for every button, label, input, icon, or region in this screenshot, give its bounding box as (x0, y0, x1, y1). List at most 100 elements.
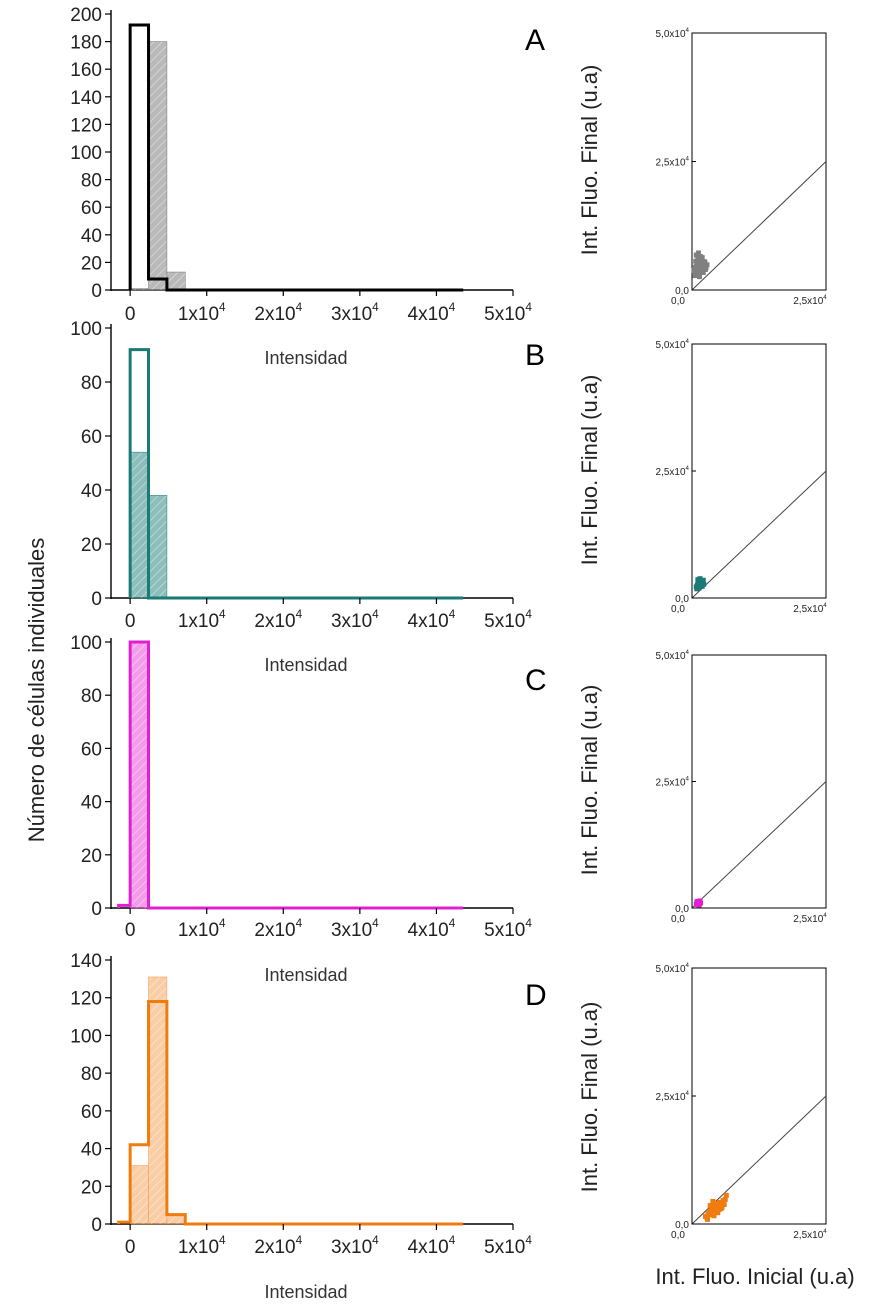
histogram-bar (148, 976, 168, 1225)
y-tick-label: 140 (70, 951, 102, 972)
y-tick-label: 40 (81, 226, 102, 247)
scatter-frame (691, 32, 827, 291)
x-axis-title: Intensidad (264, 1282, 347, 1302)
x-tick-label: 2,5x104 (793, 1228, 827, 1241)
histogram-outline (117, 999, 464, 1226)
scatter-point (711, 1213, 717, 1219)
scatter-point (722, 1196, 728, 1202)
y-tick-label: 2,5x104 (656, 465, 690, 478)
histogram-panel-D: 0 20 40 60 80 100 120 140 0 1x104 2x104 3x104 4x104 5… (70, 951, 546, 1302)
scatter-point (701, 259, 707, 265)
histogram-bar (129, 641, 149, 909)
scatter-point (723, 1192, 729, 1198)
histogram-bar (148, 495, 168, 599)
scatter-point (695, 900, 701, 906)
y-tick-label: 0,0 (675, 594, 689, 605)
scatter-point (699, 583, 705, 589)
scatter-point (716, 1201, 722, 1207)
y-tick-label: 5,0x104 (656, 962, 690, 975)
y-tick-label: 0 (91, 1215, 102, 1236)
scatter-panel-A: 0,0 2,5x104 5,0x104 0,0 2,5x104 Int. Fluo. Fi… (577, 27, 827, 307)
histogram-bar (129, 288, 149, 291)
y-tick-label: 0,0 (675, 286, 689, 297)
histogram-bar (129, 1165, 149, 1225)
x-tick-label: 0,0 (671, 914, 685, 925)
panel-letter: B (525, 339, 545, 372)
scatter-point (721, 1202, 727, 1208)
y-tick-label: 2,5x104 (656, 156, 690, 169)
y-tick-label: 60 (81, 427, 102, 448)
x-tick-label: 2x104 (254, 608, 302, 632)
y-tick-label: 120 (70, 115, 102, 136)
histogram-bar (166, 271, 186, 291)
y-tick-label: 100 (70, 1026, 102, 1047)
x-tick-label: 5x104 (484, 1234, 532, 1258)
scatter-panel-B: 0,0 2,5x104 5,0x104 0,0 2,5x104 Int. Fluo. Fi… (577, 338, 827, 615)
y-tick-label: 20 (81, 535, 102, 556)
scatter-point (707, 1209, 713, 1215)
x-tick-label: 2x104 (254, 1234, 302, 1258)
y-tick-label: 60 (81, 739, 102, 760)
y-tick-label: 60 (81, 1102, 102, 1123)
scatter-point (712, 1205, 718, 1211)
y-tick-label: 200 (70, 5, 102, 26)
scatter-y-title: Int. Fluo. Final (u.a) (577, 65, 602, 256)
y-tick-label: 140 (70, 88, 102, 109)
y-tick-label: 0 (91, 589, 102, 610)
histogram-panel-B: 0 20 40 60 80 100 0 1x104 2x104 3x104 4x104 5x104 In… (70, 319, 545, 675)
scatter-point (704, 262, 710, 268)
scatter-point (707, 1203, 713, 1209)
scatter-point (696, 272, 702, 278)
y-tick-label: 5,0x104 (656, 27, 690, 40)
x-tick-label: 1x104 (178, 608, 226, 632)
scatter-point (694, 261, 700, 267)
y-tick-label: 5,0x104 (656, 649, 690, 662)
x-axis-title: Intensidad (264, 965, 347, 985)
x-tick-label: 2,5x104 (793, 912, 827, 925)
x-tick-label: 5x104 (484, 917, 532, 941)
scatter-panel-D: 0,0 2,5x104 5,0x104 0,0 2,5x104 Int. Fluo. Fi… (577, 962, 827, 1241)
scatter-point (708, 1206, 714, 1212)
scatter-point (710, 1198, 716, 1204)
x-tick-label: 3x104 (331, 1234, 379, 1258)
scatter-panel-C: 0,0 2,5x104 5,0x104 0,0 2,5x104 Int. Fluo. Fi… (577, 649, 827, 925)
x-tick-label: 4x104 (408, 608, 456, 632)
x-tick-label: 2x104 (254, 301, 302, 325)
x-tick-label: 4x104 (408, 1234, 456, 1258)
x-tick-label: 0 (125, 304, 136, 325)
x-tick-label: 4x104 (408, 917, 456, 941)
scatter-y-title: Int. Fluo. Final (u.a) (577, 1002, 602, 1193)
scatter-x-title: Int. Fluo. Inicial (u.a) (655, 1264, 854, 1289)
x-tick-label: 0,0 (671, 1230, 685, 1241)
scatter-point (699, 264, 705, 270)
y-tick-label: 160 (70, 60, 102, 81)
histogram-outline (128, 23, 464, 292)
y-tick-label: 0 (91, 281, 102, 302)
y-tick-label: 2,5x104 (656, 776, 690, 789)
x-tick-label: 0,0 (671, 296, 685, 307)
scatter-point (694, 586, 700, 592)
scatter-point (695, 250, 701, 256)
y-tick-label: 60 (81, 198, 102, 219)
scatter-point (700, 270, 706, 276)
y-tick-label: 40 (81, 481, 102, 502)
x-tick-label: 3x104 (331, 301, 379, 325)
x-tick-label: 1x104 (178, 301, 226, 325)
x-tick-label: 0,0 (671, 604, 685, 615)
scatter-frame (691, 654, 827, 909)
y-tick-label: 180 (70, 33, 102, 54)
y-tick-label: 40 (81, 793, 102, 814)
x-tick-label: 2,5x104 (793, 294, 827, 307)
scatter-point (700, 577, 706, 583)
panel-letter: C (525, 664, 547, 697)
scatter-point (697, 257, 703, 263)
histogram-panel-C: 0 20 40 60 80 100 0 1x104 2x104 3x104 4x104 5x104 In… (70, 633, 546, 985)
y-tick-label: 100 (70, 319, 102, 340)
histogram-bar (129, 451, 149, 599)
x-tick-label: 0 (125, 1237, 136, 1258)
y-tick-label: 100 (70, 633, 102, 654)
scatter-point (697, 576, 703, 582)
histogram-bar (148, 41, 168, 291)
x-tick-label: 5x104 (484, 301, 532, 325)
x-tick-label: 3x104 (331, 608, 379, 632)
